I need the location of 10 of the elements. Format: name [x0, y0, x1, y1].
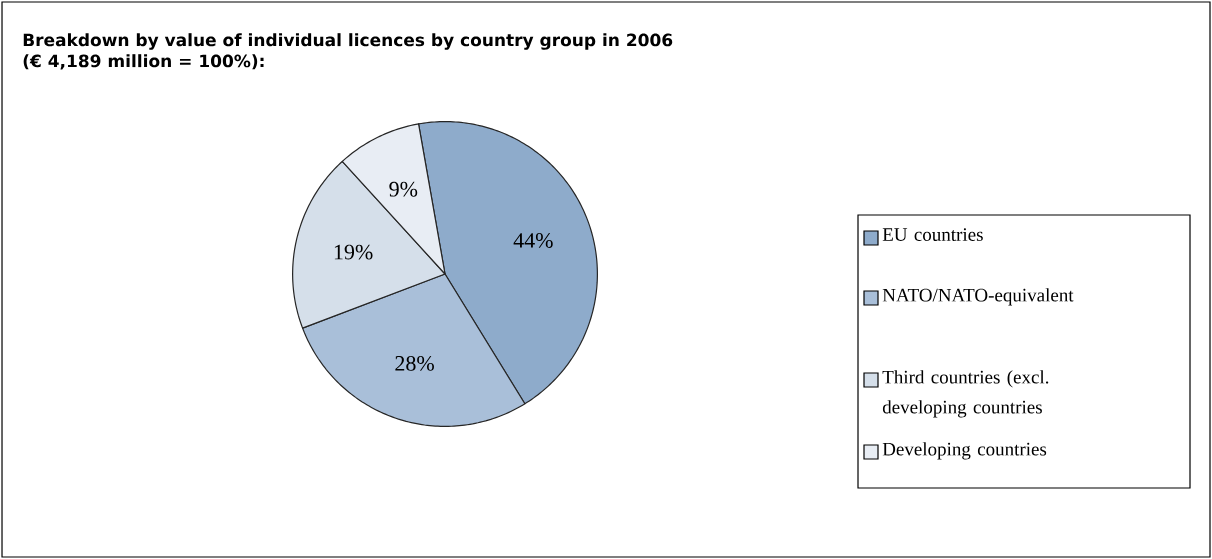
data-label: 44% — [513, 232, 553, 248]
legend-label: EU countries — [882, 228, 983, 241]
legend-label: Third countries (excl. developing countries — [882, 370, 1049, 418]
legend-label: NATO/NATO-equivalent — [882, 288, 1074, 306]
data-label: 19% — [334, 244, 373, 260]
chart-title: Breakdown by value of individual licences by country group in 2006 — [23, 33, 673, 50]
data-label: 9% — [389, 181, 418, 197]
text: (€ 4,189 million = 100%): — [23, 54, 264, 70]
data-label: 28% — [395, 355, 434, 371]
legend-label: Developing countries — [882, 442, 1047, 460]
